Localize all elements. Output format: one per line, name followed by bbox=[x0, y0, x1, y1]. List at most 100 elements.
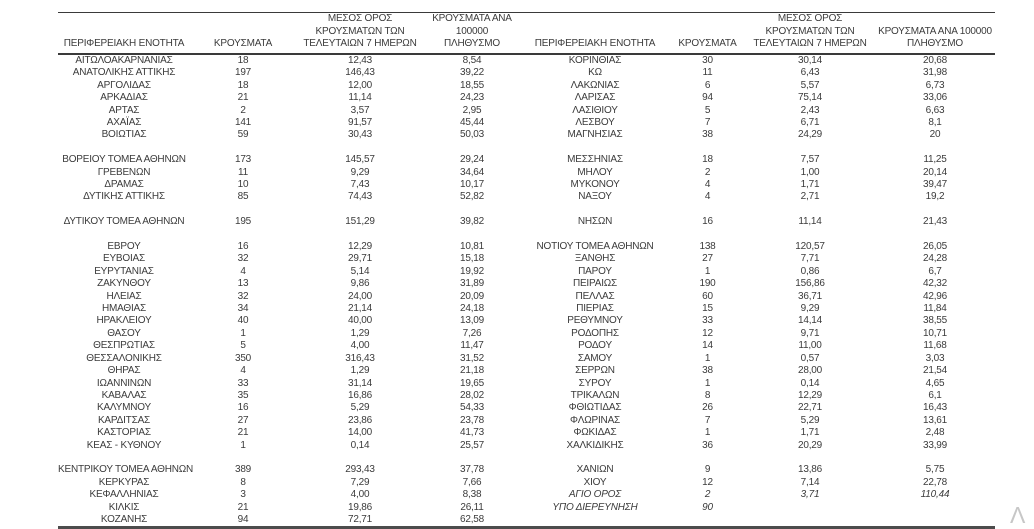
table-row: ΚΙΛΚΙΣ 21 19,86 26,11 ΥΠΟ ΔΙΕΡΕΥΝΗΣΗ 90 bbox=[58, 502, 995, 514]
value-cell bbox=[670, 142, 745, 154]
region-cell: ΦΘΙΩΤΙΔΑΣ bbox=[568, 402, 622, 414]
region-cell bbox=[520, 204, 670, 216]
value-cell: 39,47 bbox=[922, 179, 948, 191]
value-cell: 7,29 bbox=[350, 476, 370, 488]
value-cell: 316,43 bbox=[345, 352, 375, 364]
value-cell: 22,78 bbox=[922, 476, 948, 488]
value-cell: 120,57 bbox=[795, 241, 825, 253]
table-body: ΑΙΤΩΛΟΑΚΑΡΝΑΝΙΑΣ 18 12,43 8,54 ΚΟΡΙΝΘΙΑΣ 30 30… bbox=[58, 54, 995, 528]
value-cell: 31,14 bbox=[347, 377, 373, 389]
value-cell bbox=[745, 142, 875, 154]
value-cell: 11 bbox=[238, 166, 248, 178]
value-cell: 12 bbox=[702, 327, 713, 339]
value-cell: 145,57 bbox=[345, 154, 375, 166]
value-cell: 13 bbox=[237, 278, 249, 290]
region-cell: ΜΕΣΣΗΝΙΑΣ bbox=[567, 154, 623, 166]
value-cell: 33 bbox=[702, 315, 713, 327]
value-cell: 19,92 bbox=[459, 265, 485, 277]
region-cell: ΝΑΞΟΥ bbox=[578, 191, 612, 203]
table-row: ΗΡΑΚΛΕΙΟΥ 40 40,00 13,09 ΡΕΘΥΜΝΟΥ 33 14,14 38,5… bbox=[58, 315, 995, 327]
value-cell: 5,29 bbox=[800, 414, 820, 426]
value-cell: 146,43 bbox=[345, 67, 375, 79]
value-cell: 21 bbox=[237, 92, 249, 104]
region-cell: ΑΧΑΪΑΣ bbox=[106, 117, 142, 129]
value-cell: 12,00 bbox=[347, 79, 373, 91]
value-cell: 31,98 bbox=[922, 67, 948, 79]
region-cell: ΠΕΙΡΑΙΩΣ bbox=[572, 278, 618, 290]
value-cell: 389 bbox=[234, 464, 252, 476]
table-row: ΑΡΤΑΣ 2 3,57 2,95 ΛΑΣΙΘΙΟΥ 5 2,43 6,63 bbox=[58, 105, 995, 117]
value-cell: 7,71 bbox=[800, 253, 820, 265]
value-cell: 62,58 bbox=[459, 513, 485, 525]
value-cell: 11,68 bbox=[923, 340, 947, 352]
region-cell: ΚΙΛΚΙΣ bbox=[108, 501, 140, 513]
value-cell: 29,24 bbox=[459, 154, 485, 166]
value-cell: 31,52 bbox=[459, 352, 485, 364]
value-cell: 24,00 bbox=[347, 290, 373, 302]
region-cell: ΛΑΚΩΝΙΑΣ bbox=[570, 79, 620, 91]
value-cell: 35 bbox=[237, 389, 249, 401]
value-cell: 26,05 bbox=[922, 241, 948, 253]
value-cell: 12,29 bbox=[797, 389, 823, 401]
value-cell: 24,23 bbox=[459, 92, 485, 104]
region-cell: ΘΑΣΟΥ bbox=[107, 327, 141, 339]
region-cell: ΑΝΑΤΟΛΙΚΗΣ ΑΤΤΙΚΗΣ bbox=[72, 67, 176, 79]
value-cell: 11,25 bbox=[923, 154, 947, 166]
value-cell: 25,57 bbox=[459, 439, 485, 451]
value-cell: 9 bbox=[704, 464, 711, 476]
value-cell: 8 bbox=[704, 389, 711, 401]
table-row: ΚΕΦΑΛΛΗΝΙΑΣ 3 4,00 8,38 ΑΓΙΟ ΟΡΟΣ 2 3,71 110,44 bbox=[58, 489, 995, 501]
region-cell: ΗΡΑΚΛΕΙΟΥ bbox=[96, 315, 152, 327]
value-cell: 74,43 bbox=[347, 191, 373, 203]
value-cell: 33 bbox=[237, 377, 249, 389]
value-cell: 1 bbox=[704, 265, 711, 277]
region-cell: ΦΛΩΡΙΝΑΣ bbox=[569, 414, 621, 426]
region-cell: ΠΑΡΟΥ bbox=[578, 265, 612, 277]
value-cell: 2,71 bbox=[800, 191, 820, 203]
value-cell: 1 bbox=[704, 377, 711, 389]
value-cell: 10,81 bbox=[459, 241, 485, 253]
region-cell: ΚΕΑΣ - ΚΥΘΝΟΥ bbox=[86, 439, 162, 451]
value-cell: 8,54 bbox=[462, 55, 482, 66]
region-cell: ΜΑΓΝΗΣΙΑΣ bbox=[567, 129, 623, 141]
value-cell: 38,55 bbox=[922, 315, 948, 327]
value-cell: 94 bbox=[237, 513, 249, 525]
value-cell bbox=[424, 229, 520, 241]
value-cell: 20,68 bbox=[922, 55, 948, 66]
value-cell: 40,00 bbox=[347, 315, 373, 327]
value-cell: 32 bbox=[237, 253, 249, 265]
table-row: ΑΝΑΤΟΛΙΚΗΣ ΑΤΤΙΚΗΣ 197 146,43 39,22 ΚΩ 11 6,43… bbox=[58, 67, 995, 79]
value-cell: 11,00 bbox=[798, 340, 822, 352]
region-cell: ΤΡΙΚΑΛΩΝ bbox=[570, 389, 620, 401]
value-cell: 33,99 bbox=[922, 439, 948, 451]
value-cell: 91,57 bbox=[347, 117, 373, 129]
region-cell: ΑΡΚΑΔΙΑΣ bbox=[100, 92, 148, 104]
region-cell: ΦΩΚΙΔΑΣ bbox=[573, 427, 617, 439]
table-row: ΘΕΣΣΑΛΟΝΙΚΗΣ 350 316,43 31,52 ΣΑΜΟΥ 1 0,57 3,03 bbox=[58, 353, 995, 365]
value-cell bbox=[670, 452, 745, 464]
region-cell: ΜΗΛΟΥ bbox=[577, 166, 613, 178]
value-cell: 27 bbox=[237, 414, 249, 426]
value-cell: 72,71 bbox=[347, 513, 373, 525]
value-cell bbox=[875, 142, 995, 154]
value-cell: 14,00 bbox=[347, 427, 373, 439]
value-cell: 38 bbox=[702, 365, 713, 377]
region-cell: ΕΥΒΟΙΑΣ bbox=[102, 253, 146, 265]
value-cell: 5,14 bbox=[350, 265, 370, 277]
region-cell: ΛΕΣΒΟΥ bbox=[575, 117, 615, 129]
region-cell: ΔΥΤΙΚΗΣ ΑΤΤΙΚΗΣ bbox=[83, 191, 165, 203]
value-cell: 36 bbox=[702, 439, 713, 451]
value-cell: 16 bbox=[237, 241, 249, 253]
region-cell: ΘΕΣΠΡΩΤΙΑΣ bbox=[93, 340, 155, 352]
region-cell: ΖΑΚΥΝΘΟΥ bbox=[97, 278, 151, 290]
value-cell bbox=[424, 452, 520, 464]
value-cell: 16,86 bbox=[347, 389, 373, 401]
value-cell: 10,17 bbox=[459, 179, 485, 191]
value-cell: 173 bbox=[234, 154, 252, 166]
region-cell: ΜΥΚΟΝΟΥ bbox=[570, 179, 620, 191]
table-row: ΖΑΚΥΝΘΟΥ 13 9,86 31,89 ΠΕΙΡΑΙΩΣ 190 156,86 42,3… bbox=[58, 278, 995, 290]
value-cell: 16,43 bbox=[922, 402, 948, 414]
region-cell: ΓΡΕΒΕΝΩΝ bbox=[97, 166, 151, 178]
table-row: ΚΑΡΔΙΤΣΑΣ 27 23,86 23,78 ΦΛΩΡΙΝΑΣ 7 5,29 13,61 bbox=[58, 415, 995, 427]
value-cell: 15 bbox=[702, 303, 713, 315]
